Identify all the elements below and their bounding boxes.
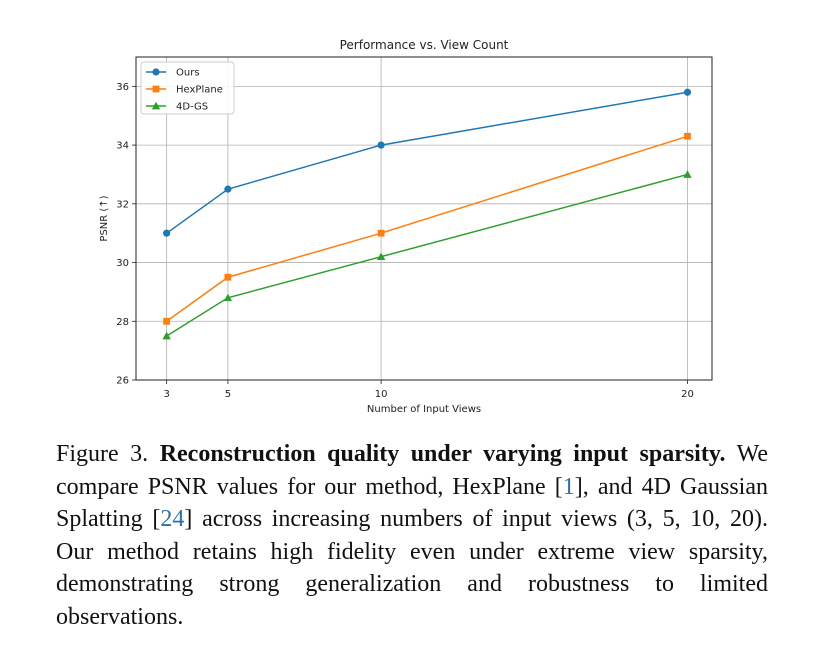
y-tick-label: 28 [116, 317, 129, 328]
y-tick-label: 26 [116, 376, 129, 387]
caption-text-3: ] across increasing numbers of input vie… [56, 506, 768, 630]
citation-1[interactable]: 1 [562, 473, 575, 500]
data-point-ours [377, 141, 385, 149]
x-tick-label: 20 [681, 389, 694, 400]
data-point-hexplane [377, 229, 385, 237]
chart: 3 5 10 20 26 28 30 32 34 36 Performance vs. View… [99, 38, 713, 415]
chart-title: Performance vs. View Count [340, 38, 509, 52]
data-point-ours [224, 185, 232, 193]
y-tick-label: 36 [116, 82, 129, 93]
series-markers [162, 88, 692, 340]
legend-box [140, 61, 235, 115]
y-ticks: 26 28 30 32 34 36 [116, 82, 136, 387]
legend-marker-ours [152, 68, 160, 76]
data-point-ours [163, 229, 171, 237]
series-line-hexplane [166, 135, 688, 322]
caption-text-1: We compare PSNR values for our method, H… [56, 441, 768, 500]
x-tick-label: 10 [375, 389, 388, 400]
caption-bold-title: Reconstruction quality under varying inp… [159, 441, 726, 467]
data-point-4d-gs [223, 293, 233, 302]
data-point-hexplane [163, 317, 171, 325]
data-point-ours [683, 88, 692, 96]
series-line-ours [166, 91, 688, 234]
data-point-4d-gs [683, 170, 692, 178]
caption-text-2: ], and 4D Gaussian Splatting [ [56, 473, 768, 533]
x-ticks: 3 5 10 20 [163, 380, 694, 400]
data-point-hexplane [224, 273, 232, 281]
legend-label-hexplane: HexPlane [176, 85, 223, 96]
y-tick-label: 30 [116, 258, 129, 269]
caption-label: Figure 3. [56, 441, 149, 467]
legend: Ours HexPlane 4D-GS [140, 61, 235, 115]
legend-label-4d-gs: 4D-GS [176, 102, 208, 113]
legend-marker-hexplane [152, 85, 160, 93]
data-point-4d-gs [162, 331, 171, 340]
figure-caption: Figure 3. Reconstruction quality under v… [56, 438, 768, 633]
legend-marker-4d-gs [151, 101, 161, 110]
series-line-4d-gs [166, 173, 688, 337]
y-axis-label: PSNR (↑) [99, 195, 110, 241]
y-tick-label: 32 [116, 199, 129, 210]
plot-frame [135, 56, 713, 381]
citation-24[interactable]: 24 [160, 506, 185, 532]
y-tick-label: 34 [116, 141, 129, 152]
x-tick-label: 3 [163, 389, 169, 400]
series-lines [166, 91, 688, 337]
data-point-4d-gs [376, 252, 386, 261]
x-axis-label: Number of Input Views [367, 404, 481, 415]
data-point-hexplane [684, 132, 691, 140]
legend-label-ours: Ours [176, 68, 200, 79]
x-tick-label: 5 [225, 389, 231, 400]
